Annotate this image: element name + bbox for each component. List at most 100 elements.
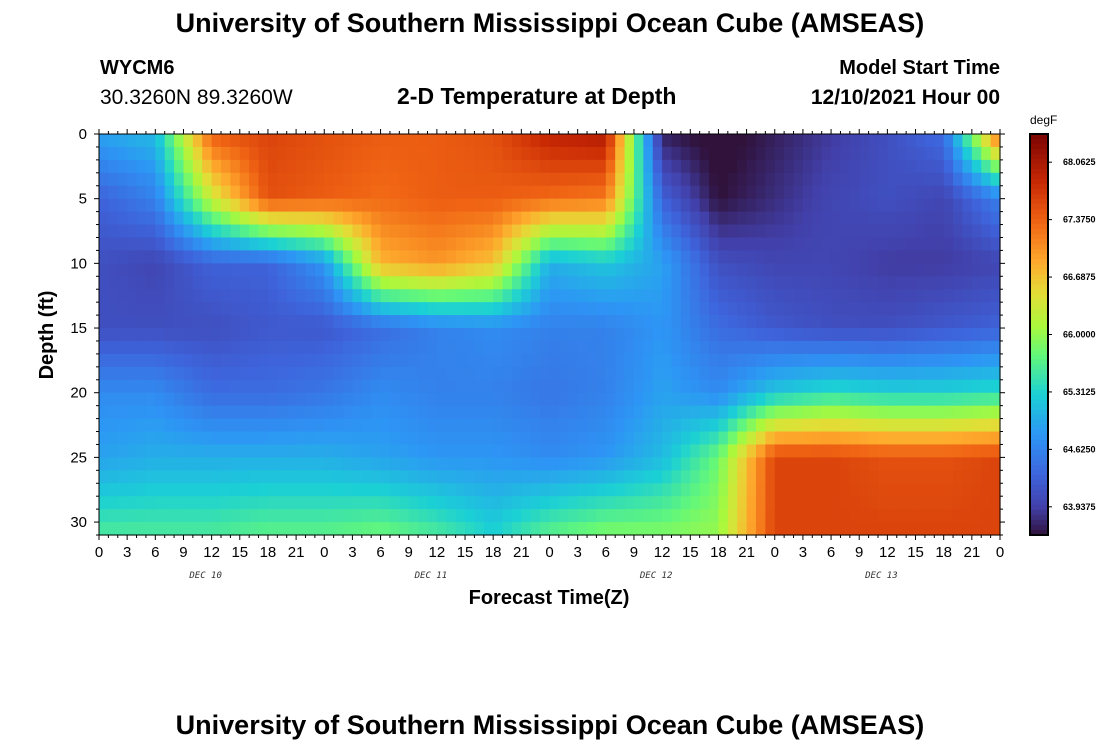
heatmap-cell <box>755 496 766 510</box>
heatmap-cell <box>962 263 973 277</box>
heatmap-cell <box>680 198 691 213</box>
heatmap-cell <box>343 198 354 213</box>
heatmap-cell <box>221 509 231 523</box>
heatmap-cell <box>615 470 626 484</box>
heatmap-cell <box>840 185 851 200</box>
heatmap-cell <box>746 250 757 264</box>
heatmap-cell <box>699 263 710 277</box>
heatmap-cell <box>840 457 851 471</box>
heatmap-cell <box>859 159 870 174</box>
heatmap-cell <box>305 483 316 497</box>
heatmap-cell <box>765 405 776 420</box>
heatmap-cell <box>352 328 363 342</box>
heatmap-cell <box>981 328 992 342</box>
heatmap-cell <box>962 340 973 355</box>
heatmap-cell <box>540 185 551 200</box>
heatmap-cell <box>521 134 532 148</box>
heatmap-cell <box>624 315 635 329</box>
heatmap-cell <box>690 237 701 252</box>
heatmap-cell <box>108 211 119 226</box>
heatmap-cell <box>427 276 438 290</box>
heatmap-cell <box>633 172 644 187</box>
heatmap-cell <box>812 263 823 277</box>
colorbar-segment <box>1030 434 1048 441</box>
heatmap-cell <box>971 172 982 187</box>
heatmap-cell <box>587 172 598 187</box>
heatmap-cell <box>314 418 325 433</box>
heatmap-cell <box>117 172 128 187</box>
heatmap-cell <box>737 159 748 174</box>
heatmap-cell <box>727 509 738 523</box>
heatmap-cell <box>558 146 569 161</box>
heatmap-cell <box>549 353 560 368</box>
heatmap-cell <box>389 237 400 252</box>
heatmap-cell <box>427 457 438 471</box>
heatmap-cell <box>587 353 598 368</box>
heatmap-cell <box>793 198 804 213</box>
heatmap-cell <box>465 444 476 458</box>
heatmap-cell <box>981 237 992 252</box>
heatmap-cell <box>164 392 175 407</box>
heatmap-cell <box>493 418 504 433</box>
heatmap-cell <box>577 353 588 368</box>
heatmap-cell <box>427 263 438 277</box>
heatmap-cell <box>812 340 823 355</box>
heatmap-cell <box>249 185 260 200</box>
heatmap-cell <box>286 172 297 187</box>
heatmap-cell <box>343 302 354 316</box>
heatmap-cell <box>727 457 738 471</box>
heatmap-cell <box>934 444 945 458</box>
heatmap-cell <box>906 185 917 200</box>
heatmap-cell <box>202 224 213 239</box>
heatmap-cell <box>784 159 795 174</box>
heatmap-cell <box>558 418 569 433</box>
heatmap-cell <box>812 172 823 187</box>
heatmap-cell <box>249 353 260 368</box>
heatmap-cell <box>286 340 297 355</box>
heatmap-cell <box>784 146 795 161</box>
heatmap-cell <box>511 198 522 213</box>
heatmap-cell <box>934 353 945 368</box>
heatmap-cell <box>221 405 231 420</box>
colorbar-segment <box>1030 364 1048 371</box>
heatmap-cell <box>915 185 926 200</box>
heatmap-cell <box>296 134 307 148</box>
heatmap-cell <box>389 483 400 497</box>
heatmap-cell <box>840 302 851 316</box>
heatmap-cell <box>774 418 785 433</box>
colorbar-segment <box>1030 489 1048 496</box>
heatmap-cell <box>352 483 363 497</box>
heatmap-cell <box>718 418 729 433</box>
heatmap-cell <box>371 366 382 381</box>
heatmap-cell <box>652 302 663 316</box>
heatmap-cell <box>558 496 569 510</box>
heatmap-cell <box>155 328 166 342</box>
heatmap-cell <box>258 224 269 239</box>
heatmap-cell <box>483 470 494 484</box>
heatmap-cell <box>605 263 616 277</box>
heatmap-cell <box>699 302 710 316</box>
heatmap-cell <box>493 159 504 174</box>
x-tick-label: 9 <box>405 544 413 561</box>
heatmap-cell <box>643 185 654 200</box>
heatmap-cell <box>174 392 185 407</box>
heatmap-cell <box>746 431 757 446</box>
heatmap-cell <box>249 315 260 329</box>
heatmap-cell <box>737 328 748 342</box>
heatmap-cell <box>155 185 166 200</box>
heatmap-cell <box>868 457 879 471</box>
heatmap-cell <box>568 250 579 264</box>
heatmap-cell <box>643 315 654 329</box>
heatmap-cell <box>924 392 935 407</box>
heatmap-cell <box>399 263 410 277</box>
heatmap-cell <box>333 470 344 484</box>
heatmap-cell <box>361 211 372 226</box>
heatmap-cell <box>924 172 935 187</box>
heatmap-cell <box>521 483 532 497</box>
heatmap-cell <box>962 146 973 161</box>
heatmap-cell <box>277 340 288 355</box>
heatmap-cell <box>746 457 757 471</box>
heatmap-cell <box>164 237 175 252</box>
heatmap-cell <box>868 483 879 497</box>
heatmap-cell <box>230 289 241 303</box>
